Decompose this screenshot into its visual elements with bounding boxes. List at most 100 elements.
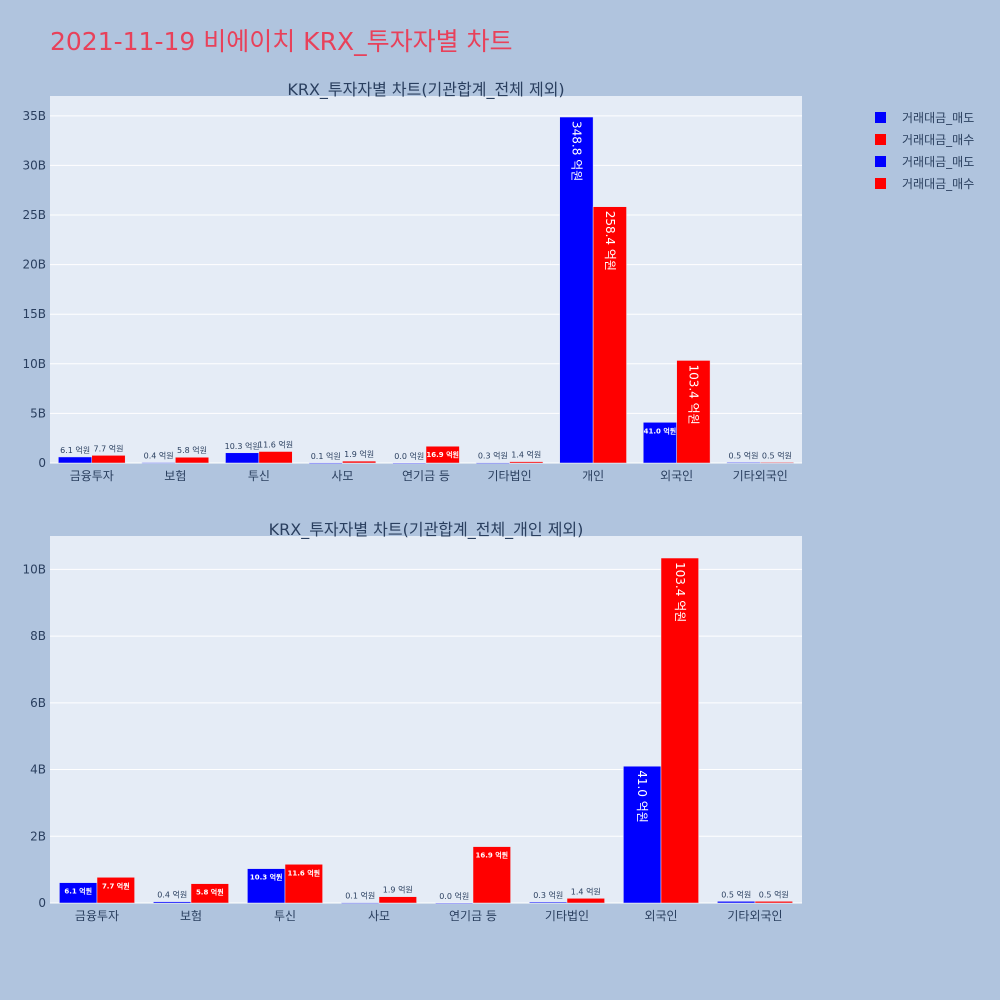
bar[interactable] <box>284 864 323 904</box>
data-label: 0.3 억원 <box>478 451 508 461</box>
bar[interactable] <box>425 445 460 464</box>
legend-item[interactable]: 거래대금_매도 <box>875 106 974 128</box>
bar[interactable] <box>759 462 794 464</box>
data-label: 10.3 억원 <box>225 441 260 451</box>
data-label: 0.3 억원 <box>533 890 563 900</box>
bar[interactable] <box>96 877 135 904</box>
y-tick-label: 30B <box>22 158 46 172</box>
x-tick-label: 연기금 등 <box>449 909 497 923</box>
bar[interactable] <box>392 462 427 465</box>
data-label: 6.1 억원 <box>60 445 90 455</box>
y-tick-label: 5B <box>30 406 46 420</box>
bar[interactable] <box>308 462 343 464</box>
chart-title: KRX_투자자별 차트(기관합계_전체 제외) <box>287 80 564 100</box>
chart-top: KRX_투자자별 차트(기관합계_전체 제외) 0 5B 10B 15B 20B 25B 30… <box>22 80 802 483</box>
bar[interactable] <box>754 901 793 904</box>
data-label: 0.0 억원 <box>439 891 469 901</box>
data-label: 0.5 억원 <box>729 451 759 461</box>
data-label: 1.4 억원 <box>571 886 601 896</box>
data-label: 6.1 억원 <box>64 887 92 896</box>
data-label: 5.8 억원 <box>196 888 224 897</box>
x-tick-label: 개인 <box>582 469 604 483</box>
data-label: 103.4 억원 <box>673 562 687 622</box>
data-label: 348.8 억원 <box>569 121 583 181</box>
data-label: 10.3 억원 <box>250 873 283 882</box>
y-tick-label: 0 <box>38 456 46 470</box>
bar[interactable] <box>660 557 699 904</box>
x-tick-label: 사모 <box>368 909 390 923</box>
bar[interactable] <box>509 461 544 464</box>
data-label: 11.6 억원 <box>288 868 321 877</box>
chart-title: KRX_투자자별 차트(기관합계_전체_개인 제외) <box>269 520 584 540</box>
legend-label: 거래대금_매수 <box>902 176 975 191</box>
legend-swatch <box>875 177 886 189</box>
bar[interactable] <box>342 460 377 464</box>
data-label: 0.5 억원 <box>759 889 789 899</box>
bar[interactable] <box>676 360 711 464</box>
y-tick-label: 6B <box>30 696 46 710</box>
x-tick-label: 사모 <box>331 469 353 483</box>
data-label: 7.7 억원 <box>93 443 123 453</box>
legend-label: 거래대금_매도 <box>902 110 975 125</box>
legend[interactable]: 거래대금_매도 거래대금_매수 거래대금_매도 거래대금_매수 <box>875 106 974 194</box>
data-label: 1.9 억원 <box>344 449 374 459</box>
data-label: 0.0 억원 <box>394 451 424 461</box>
data-label: 258.4 억원 <box>603 211 617 271</box>
bar[interactable] <box>175 456 210 464</box>
x-tick-label: 기타외국인 <box>733 469 788 483</box>
bar[interactable] <box>717 901 756 904</box>
legend-item[interactable]: 거래대금_매수 <box>875 128 974 150</box>
bar[interactable] <box>642 422 677 464</box>
bar[interactable] <box>153 901 192 904</box>
x-tick-label: 투신 <box>274 909 296 923</box>
y-tick-label: 20B <box>22 258 46 272</box>
y-tick-label: 4B <box>30 763 46 777</box>
data-label: 7.7 억원 <box>102 881 130 890</box>
legend-swatch <box>875 133 886 145</box>
bar[interactable] <box>435 902 474 905</box>
data-label: 16.9 억원 <box>476 851 509 860</box>
x-tick-label: 기타법인 <box>487 469 531 483</box>
data-label: 0.1 억원 <box>311 451 341 461</box>
data-label: 1.4 억원 <box>511 450 541 460</box>
bar[interactable] <box>247 868 286 904</box>
y-tick-label: 10B <box>22 357 46 371</box>
x-tick-label: 기타외국인 <box>727 909 782 923</box>
data-label: 0.4 억원 <box>144 451 174 461</box>
bar[interactable] <box>190 883 229 904</box>
legend-swatch <box>875 111 886 123</box>
y-tick-label: 35B <box>22 109 46 123</box>
x-tick-label: 외국인 <box>660 469 693 483</box>
data-label: 0.4 억원 <box>157 890 187 900</box>
x-tick-label: 투신 <box>248 469 270 483</box>
bar[interactable] <box>592 206 627 464</box>
data-label: 1.9 억원 <box>383 885 413 895</box>
y-tick-label: 8B <box>30 629 46 643</box>
legend-item[interactable]: 거래대금_매도 <box>875 150 974 172</box>
bar[interactable] <box>341 902 380 904</box>
page-title: 2021-11-19 비에이치 KRX_투자자별 차트 <box>50 27 513 56</box>
y-tick-label: 10B <box>22 562 46 576</box>
bar[interactable] <box>529 901 568 904</box>
bar[interactable] <box>91 455 126 464</box>
data-label: 41.0 억원 <box>635 770 649 823</box>
legend-item[interactable]: 거래대금_매수 <box>875 172 974 194</box>
legend-swatch <box>875 155 886 167</box>
y-tick-label: 2B <box>30 829 46 843</box>
bar[interactable] <box>623 765 662 904</box>
data-label: 5.8 억원 <box>177 445 207 455</box>
x-tick-label: 보험 <box>180 909 202 923</box>
data-label: 16.9 억원 <box>426 450 459 459</box>
y-tick-label: 25B <box>22 208 46 222</box>
bar[interactable] <box>472 846 511 904</box>
y-tick-label: 0 <box>38 896 46 910</box>
data-label: 41.0 억원 <box>644 426 677 435</box>
bar[interactable] <box>566 898 605 904</box>
x-tick-label: 금융투자 <box>70 469 114 483</box>
legend-label: 거래대금_매수 <box>902 132 975 147</box>
bar[interactable] <box>258 451 293 464</box>
legend-label: 거래대금_매도 <box>902 154 975 169</box>
bar[interactable] <box>378 896 417 904</box>
x-tick-label: 보험 <box>164 469 186 483</box>
